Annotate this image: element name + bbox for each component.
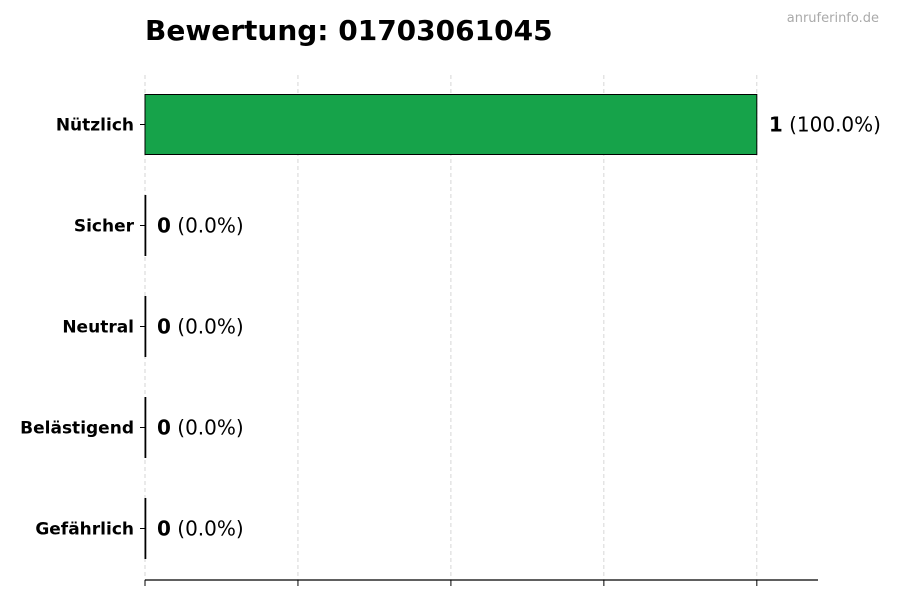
bar — [144, 397, 147, 458]
watermark: anruferinfo.de — [787, 11, 879, 26]
category-label: Nützlich — [56, 116, 134, 136]
bar — [144, 94, 758, 155]
bar — [144, 296, 147, 357]
percent-label: (0.0%) — [171, 517, 244, 541]
bar — [144, 195, 147, 256]
bar — [144, 498, 147, 559]
data-label: 1 (100.0%) — [769, 113, 881, 137]
percent-label: (0.0%) — [171, 315, 244, 339]
data-label: 0 (0.0%) — [157, 315, 244, 339]
category-label: Neutral — [62, 318, 134, 338]
category-label: Gefährlich — [35, 520, 134, 540]
data-label: 0 (0.0%) — [157, 416, 244, 440]
percent-label: (100.0%) — [783, 113, 881, 137]
value-label: 0 — [157, 517, 171, 541]
value-label: 0 — [157, 315, 171, 339]
data-label: 0 (0.0%) — [157, 517, 244, 541]
percent-label: (0.0%) — [171, 214, 244, 238]
chart-title: Bewertung: 01703061045 — [145, 14, 553, 47]
category-label: Sicher — [74, 217, 135, 237]
value-label: 1 — [769, 113, 783, 137]
data-label: 0 (0.0%) — [157, 214, 244, 238]
value-label: 0 — [157, 214, 171, 238]
value-label: 0 — [157, 416, 171, 440]
percent-label: (0.0%) — [171, 416, 244, 440]
category-label: Belästigend — [20, 419, 134, 439]
